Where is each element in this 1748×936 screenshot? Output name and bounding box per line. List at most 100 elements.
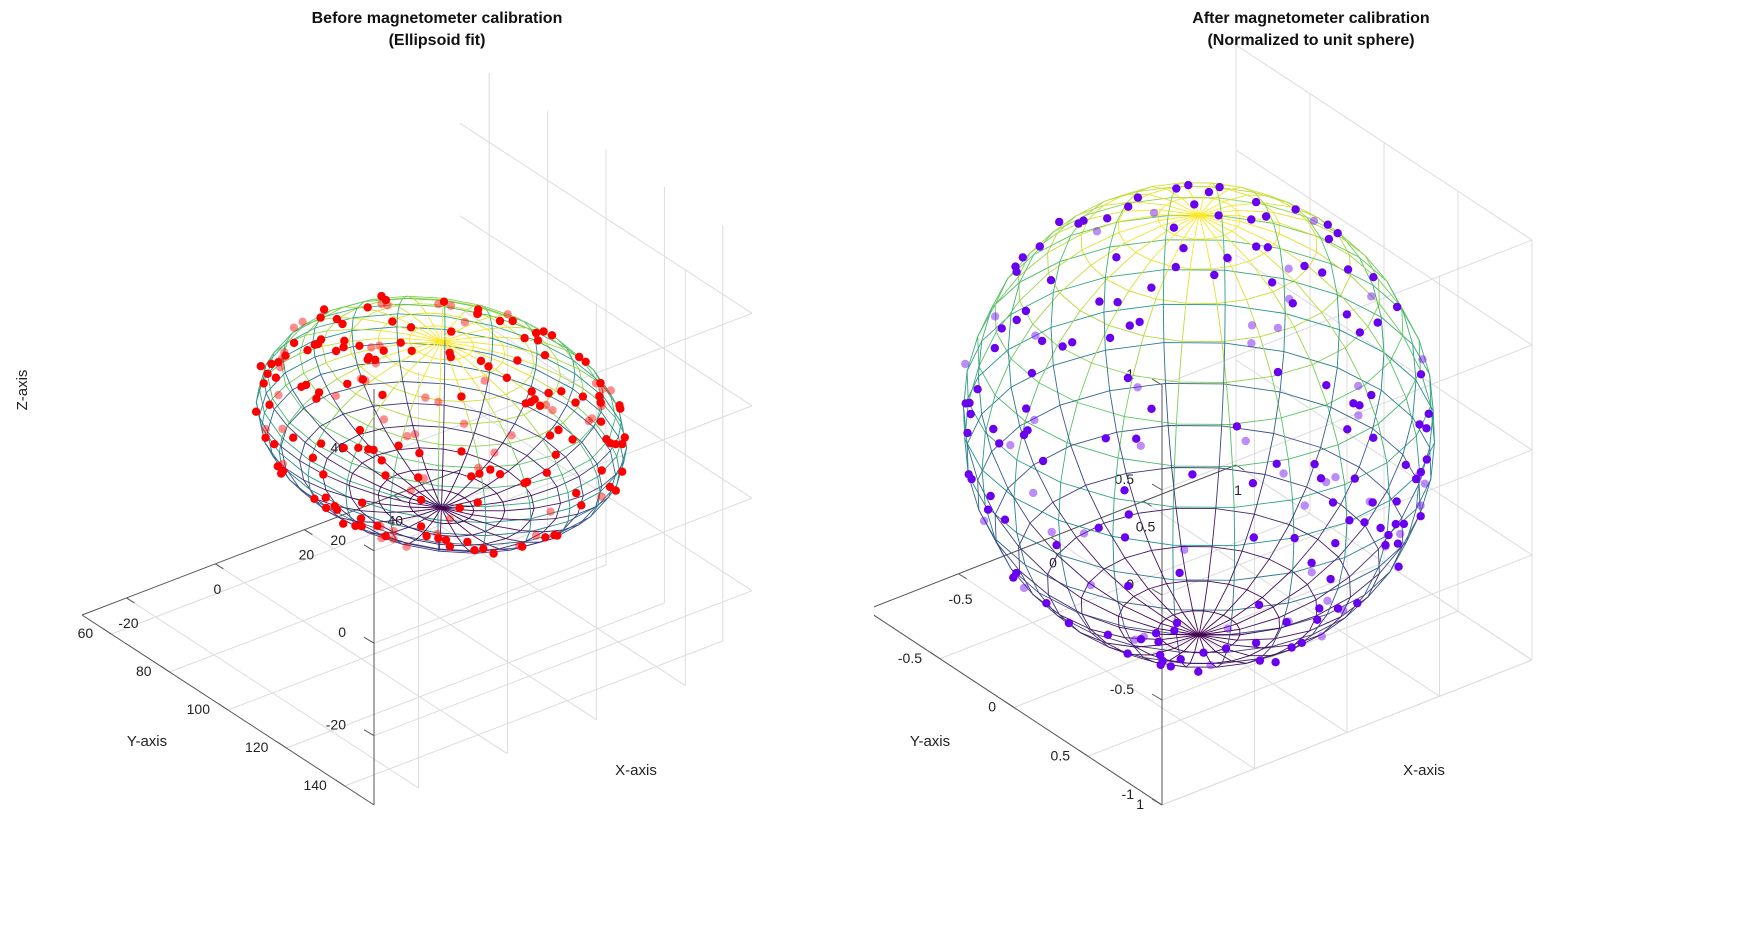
- data-point: [1287, 643, 1296, 652]
- data-point: [434, 397, 443, 407]
- surface-longitude-segment: [1246, 299, 1261, 337]
- surface-longitude-segment: [1085, 201, 1105, 216]
- surface-longitude-segment: [597, 492, 601, 506]
- surface-longitude-segment: [1106, 642, 1136, 648]
- data-point: [620, 433, 629, 442]
- surface-longitude-segment: [397, 317, 420, 329]
- surface-longitude-segment: [448, 359, 458, 381]
- surface-longitude-segment: [977, 376, 983, 415]
- data-point: [490, 448, 499, 457]
- data-point: [503, 310, 512, 319]
- surface-latitude-line: [1118, 580, 1280, 665]
- surface-longitude-segment: [389, 495, 392, 511]
- data-point: [990, 343, 999, 353]
- y-axis-line: [874, 614, 1163, 806]
- data-point: [308, 453, 318, 462]
- surface-longitude-segment: [1151, 186, 1167, 190]
- surface-longitude-segment: [1317, 504, 1342, 540]
- surface-longitude-segment: [1182, 611, 1200, 636]
- surface-longitude-segment: [1198, 214, 1238, 227]
- surface-longitude-segment: [593, 411, 602, 428]
- surface-longitude-segment: [1292, 537, 1295, 573]
- surface-longitude-segment: [1412, 344, 1417, 381]
- surface-longitude-segment: [1326, 588, 1339, 615]
- data-point: [1392, 302, 1402, 312]
- surface-longitude-segment: [468, 517, 496, 527]
- data-point: [1133, 383, 1142, 392]
- data-point: [1381, 540, 1390, 550]
- surface-longitude-segment: [523, 414, 541, 436]
- surface-longitude-segment: [1189, 652, 1195, 664]
- data-point: [1331, 473, 1340, 482]
- surface-longitude-segment: [1158, 214, 1200, 222]
- surface-longitude-segment: [441, 313, 444, 327]
- surface-longitude-segment: [963, 407, 968, 445]
- surface-longitude-segment: [432, 507, 442, 522]
- surface-longitude-segment: [1241, 514, 1255, 552]
- surface-longitude-segment: [441, 470, 444, 491]
- data-point: [278, 424, 287, 434]
- data-point: [421, 393, 430, 402]
- data-point: [379, 415, 389, 424]
- surface-longitude-segment: [466, 432, 475, 454]
- y-tick-label: -0.5: [898, 650, 922, 666]
- surface-longitude-segment: [1013, 459, 1018, 498]
- surface-longitude-segment: [1264, 433, 1275, 475]
- surface-longitude-segment: [1372, 389, 1382, 429]
- surface-longitude-segment: [352, 328, 381, 331]
- data-point: [547, 331, 557, 340]
- data-point: [339, 519, 348, 528]
- grid-line: [874, 614, 1163, 806]
- data-point: [554, 425, 563, 435]
- surface-longitude-segment: [1155, 265, 1170, 300]
- data-point: [278, 459, 287, 469]
- data-point: [1254, 600, 1264, 610]
- surface-longitude-segment: [1216, 303, 1223, 342]
- surface-longitude-segment: [601, 474, 616, 487]
- data-point: [1046, 276, 1056, 285]
- surface-longitude-segment: [377, 310, 398, 319]
- surface-longitude-segment: [330, 306, 344, 312]
- grid-line: [373, 312, 753, 459]
- data-point: [1322, 381, 1331, 390]
- data-point: [1047, 527, 1056, 537]
- surface-longitude-segment: [1223, 343, 1226, 384]
- data-point: [1367, 390, 1376, 400]
- surface-longitude-segment: [380, 330, 411, 336]
- surface-longitude-segment: [1052, 261, 1061, 293]
- surface-longitude-segment: [425, 326, 442, 342]
- surface-longitude-segment: [1349, 548, 1379, 578]
- surface-longitude-segment: [978, 509, 997, 543]
- surface-longitude-segment: [1133, 596, 1167, 620]
- surface-longitude-segment: [1211, 182, 1217, 188]
- data-point: [1251, 638, 1261, 648]
- surface-longitude-segment: [1330, 367, 1338, 408]
- data-point: [1037, 336, 1047, 346]
- surface-longitude-segment: [487, 326, 509, 330]
- data-point: [1139, 632, 1148, 641]
- surface-longitude-segment: [1207, 546, 1213, 582]
- surface-longitude-segment: [496, 482, 523, 494]
- data-point: [447, 327, 456, 336]
- data-point: [1064, 618, 1074, 628]
- right-3d-plot: -1-0.500.51-1-0.500.51-1-0.500.51X-axisY…: [874, 44, 1533, 812]
- surface-longitude-segment: [1174, 634, 1200, 649]
- surface-longitude-segment: [456, 358, 473, 379]
- surface-longitude-segment: [1103, 277, 1106, 313]
- surface-longitude-segment: [1103, 201, 1134, 206]
- data-point: [263, 369, 272, 378]
- surface-longitude-segment: [491, 325, 494, 339]
- surface-longitude-segment: [1162, 304, 1165, 343]
- surface-longitude-segment: [1124, 557, 1149, 590]
- surface-longitude-segment: [1019, 254, 1035, 283]
- data-point: [1310, 459, 1319, 469]
- surface-longitude-segment: [410, 506, 442, 509]
- data-point: [446, 352, 455, 362]
- data-point: [1420, 479, 1429, 488]
- data-point: [1381, 542, 1390, 551]
- surface-longitude-segment: [507, 455, 528, 472]
- surface-longitude-segment: [1109, 390, 1118, 433]
- surface-longitude-segment: [1280, 417, 1289, 460]
- surface-longitude-segment: [1198, 618, 1232, 636]
- surface-longitude-segment: [1274, 630, 1310, 640]
